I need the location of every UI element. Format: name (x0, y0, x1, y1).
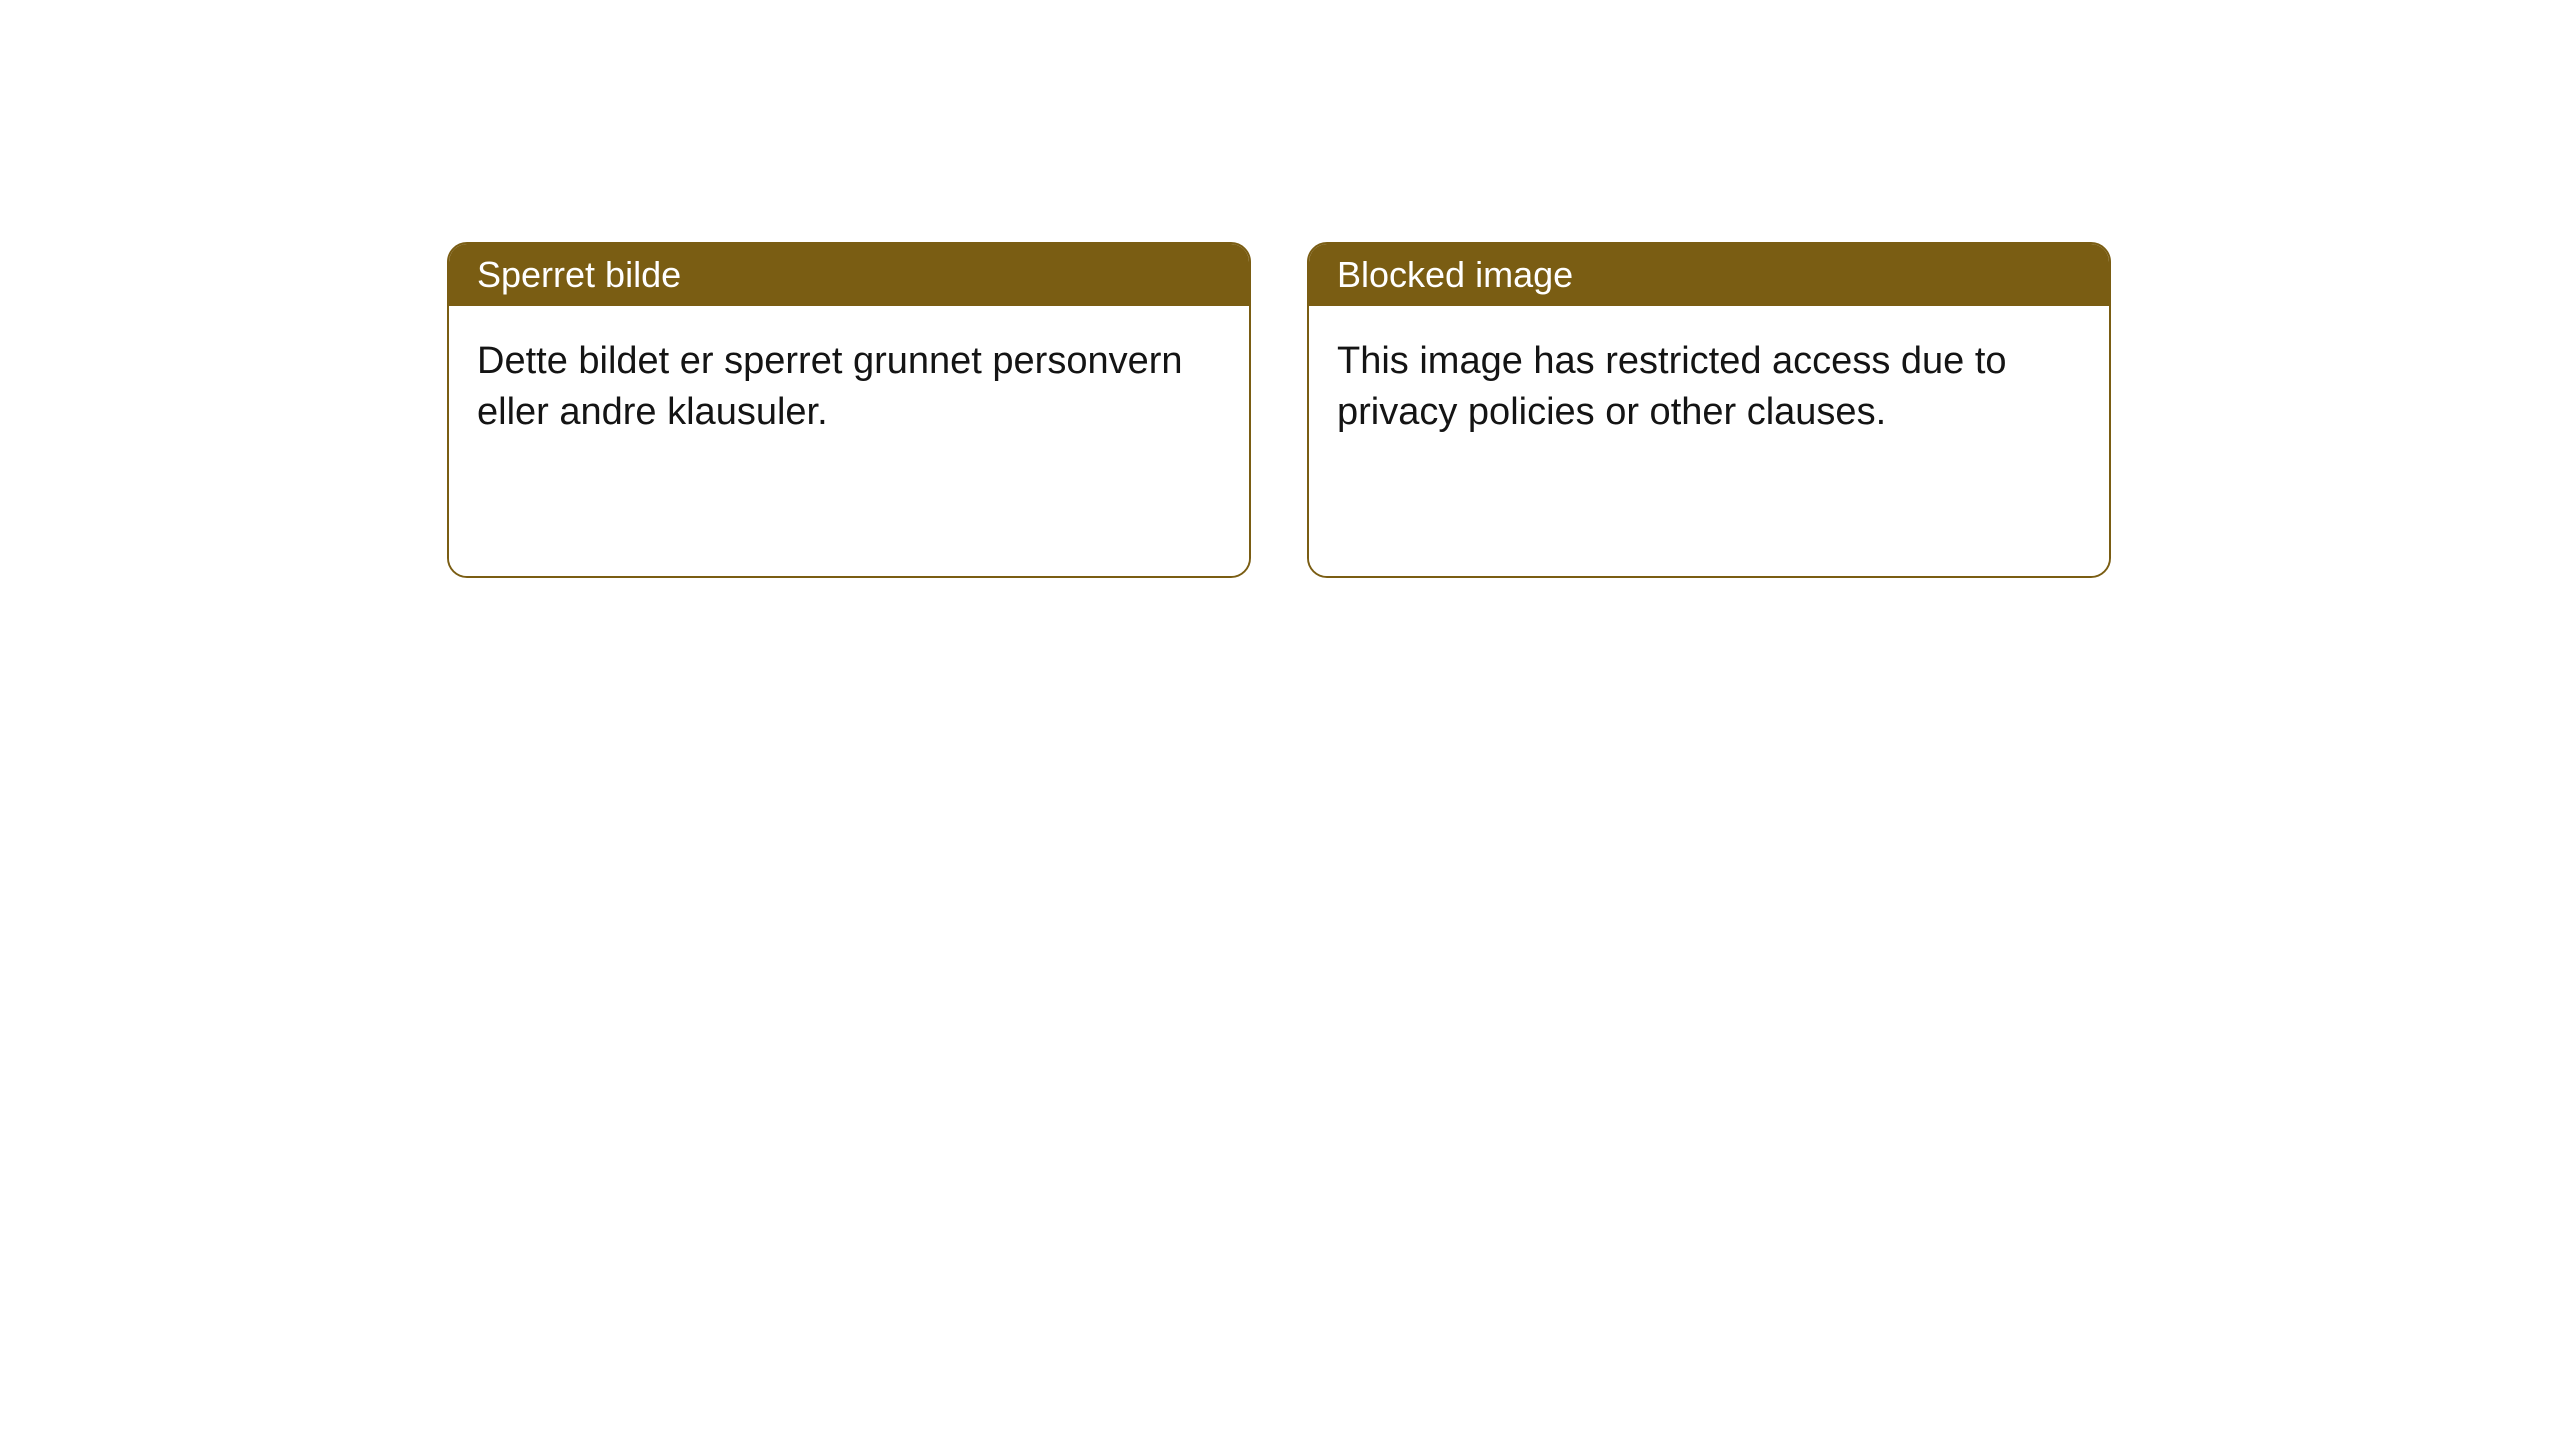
notice-container: Sperret bilde Dette bildet er sperret gr… (0, 0, 2560, 578)
notice-title: Sperret bilde (449, 244, 1249, 306)
notice-body: This image has restricted access due to … (1309, 306, 2109, 576)
notice-card-english: Blocked image This image has restricted … (1307, 242, 2111, 578)
notice-card-norwegian: Sperret bilde Dette bildet er sperret gr… (447, 242, 1251, 578)
notice-title: Blocked image (1309, 244, 2109, 306)
notice-body: Dette bildet er sperret grunnet personve… (449, 306, 1249, 576)
